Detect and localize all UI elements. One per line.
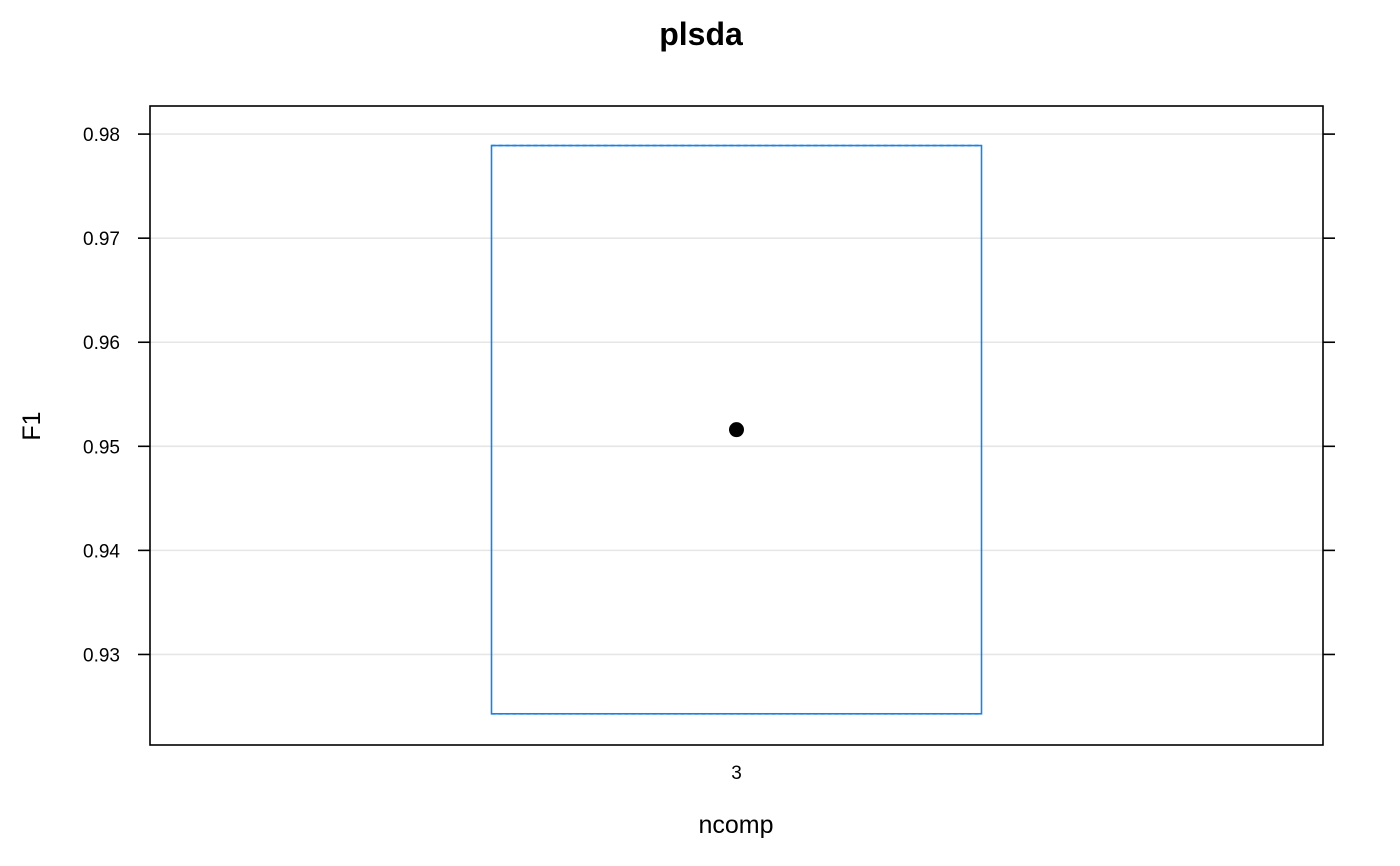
y-tick-label: 0.98 [83, 125, 120, 146]
grid-lines [150, 133, 1323, 656]
y-tick-label: 0.97 [83, 229, 120, 250]
y-tick-label: 0.95 [83, 437, 120, 458]
y-axis-title: F1 [18, 411, 46, 440]
box-layer [490, 144, 983, 715]
y-axis: 0.93 0.94 0.95 0.96 0.97 0.98 [83, 125, 1335, 666]
y-tick-label: 0.96 [83, 333, 120, 354]
y-tick-label: 0.93 [83, 645, 120, 666]
plot-frame [149, 105, 1324, 746]
y-tick-label: 0.94 [83, 541, 120, 562]
median-point [729, 422, 744, 438]
x-tick-label: 3 [731, 763, 742, 784]
chart-title: plsda [659, 16, 743, 52]
x-axis: 3 [731, 763, 742, 784]
x-axis-title: ncomp [698, 811, 773, 839]
